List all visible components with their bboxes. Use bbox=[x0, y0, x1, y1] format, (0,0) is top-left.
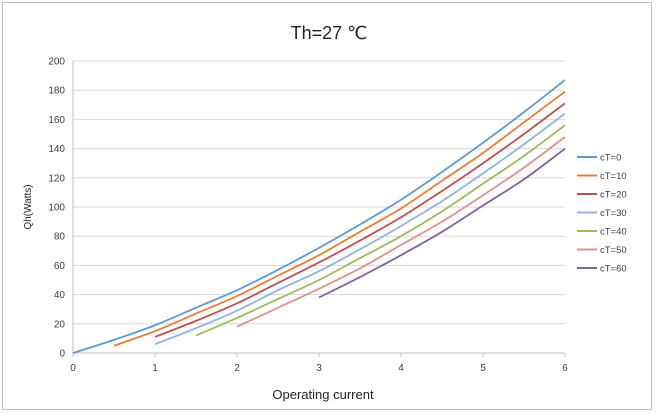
x-tick-label: 1 bbox=[152, 363, 158, 374]
series-line-2 bbox=[154, 102, 566, 338]
chart-frame: Th=27 ℃ 0 20 40 60 80 100 120 140 160 180 200 0 1 2 3… bbox=[2, 2, 652, 410]
series-line-0 bbox=[72, 79, 566, 354]
x-tick-label: 6 bbox=[562, 363, 568, 374]
y-tick-label: 60 bbox=[54, 261, 66, 272]
x-tick-label: 2 bbox=[234, 363, 240, 374]
y-tick-label: 100 bbox=[48, 203, 65, 214]
legend-label: cT=0 bbox=[600, 153, 621, 164]
y-tick-label: 140 bbox=[48, 144, 65, 155]
y-axis-label: Qh(Watts) bbox=[23, 184, 34, 229]
y-tick-label: 180 bbox=[48, 86, 65, 97]
series-line-6 bbox=[318, 147, 566, 299]
y-tick-label: 200 bbox=[48, 57, 65, 68]
y-tick-label: 120 bbox=[48, 173, 65, 184]
legend: cT=0 cT=10 cT=20 cT=30 cT=40 cT=50 cT=60 bbox=[577, 153, 627, 275]
chart-title: Th=27 ℃ bbox=[291, 23, 368, 43]
series-line-5 bbox=[236, 136, 566, 328]
legend-label: cT=20 bbox=[600, 190, 627, 201]
x-tick-label: 4 bbox=[398, 363, 404, 374]
y-tick-label: 40 bbox=[54, 290, 66, 301]
y-tick-label: 80 bbox=[54, 232, 66, 243]
x-axis-ticks: 0 1 2 3 4 5 6 bbox=[70, 353, 568, 374]
series-line-1 bbox=[113, 90, 566, 347]
legend-label: cT=10 bbox=[600, 171, 627, 182]
y-tick-label: 0 bbox=[59, 349, 65, 360]
series-line-3 bbox=[154, 112, 566, 346]
x-tick-label: 5 bbox=[480, 363, 486, 374]
x-tick-label: 0 bbox=[70, 363, 76, 374]
gridlines bbox=[73, 60, 565, 325]
y-tick-label: 160 bbox=[48, 115, 65, 126]
legend-label: cT=40 bbox=[600, 227, 627, 238]
series-lines bbox=[72, 79, 566, 354]
x-axis-label: Operating current bbox=[272, 387, 374, 402]
x-tick-label: 3 bbox=[316, 363, 322, 374]
legend-label: cT=30 bbox=[600, 208, 627, 219]
y-axis-ticks: 0 20 40 60 80 100 120 140 160 180 200 bbox=[48, 57, 65, 360]
y-tick-label: 20 bbox=[54, 319, 66, 330]
line-chart: Th=27 ℃ 0 20 40 60 80 100 120 140 160 180 200 0 1 2 3… bbox=[23, 23, 627, 402]
legend-label: cT=60 bbox=[600, 264, 627, 275]
legend-label: cT=50 bbox=[600, 245, 627, 256]
series-line-4 bbox=[195, 124, 566, 337]
